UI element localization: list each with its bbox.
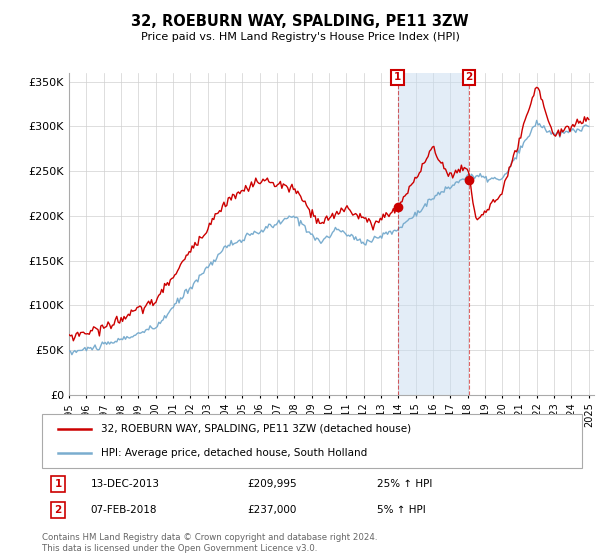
Text: 5% ↑ HPI: 5% ↑ HPI — [377, 505, 425, 515]
Text: Price paid vs. HM Land Registry's House Price Index (HPI): Price paid vs. HM Land Registry's House … — [140, 32, 460, 43]
Text: 32, ROEBURN WAY, SPALDING, PE11 3ZW (detached house): 32, ROEBURN WAY, SPALDING, PE11 3ZW (det… — [101, 424, 412, 434]
Text: £237,000: £237,000 — [247, 505, 296, 515]
Text: 25% ↑ HPI: 25% ↑ HPI — [377, 479, 432, 489]
Text: 32, ROEBURN WAY, SPALDING, PE11 3ZW: 32, ROEBURN WAY, SPALDING, PE11 3ZW — [131, 14, 469, 29]
FancyBboxPatch shape — [42, 414, 582, 468]
Text: 2: 2 — [466, 72, 473, 82]
Text: £209,995: £209,995 — [247, 479, 297, 489]
Text: 2: 2 — [55, 505, 62, 515]
Text: 1: 1 — [55, 479, 62, 489]
Text: 07-FEB-2018: 07-FEB-2018 — [91, 505, 157, 515]
Bar — [398, 73, 469, 395]
Text: 13-DEC-2013: 13-DEC-2013 — [91, 479, 160, 489]
Text: 1: 1 — [394, 72, 401, 82]
Text: HPI: Average price, detached house, South Holland: HPI: Average price, detached house, Sout… — [101, 448, 368, 458]
Text: Contains HM Land Registry data © Crown copyright and database right 2024.
This d: Contains HM Land Registry data © Crown c… — [42, 533, 377, 553]
